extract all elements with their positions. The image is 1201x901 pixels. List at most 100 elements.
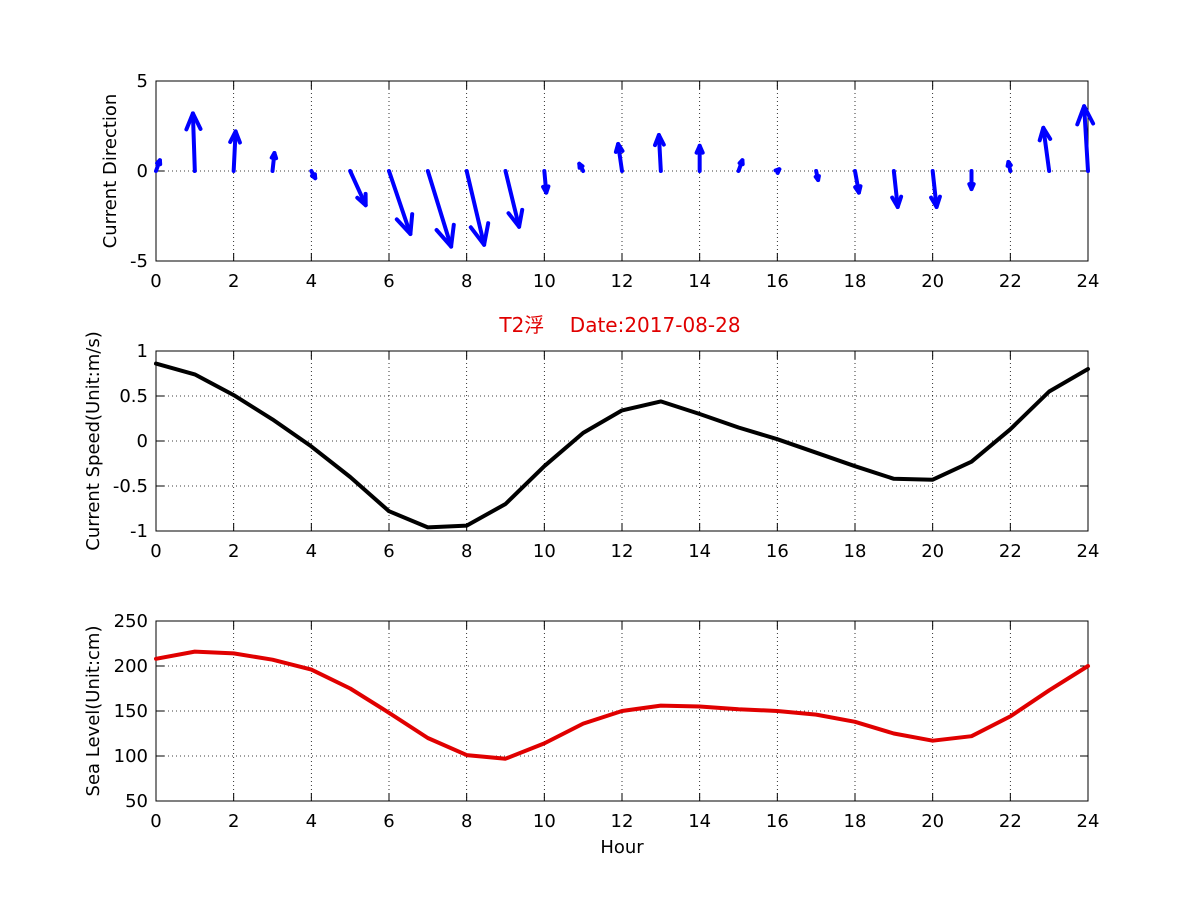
direction-arrow-head [269,151,279,161]
x-tick-label: 0 [150,541,161,562]
x-tick-label: 14 [688,811,711,832]
direction-arrow [653,133,666,173]
direction-arrow-head [653,133,666,148]
direction-arrow [309,169,318,181]
direction-arrow-shaft [1041,125,1052,173]
y-tick-label: -5 [130,251,148,272]
x-tick-label: 12 [611,541,634,562]
x-tick-label: 0 [150,271,161,292]
direction-arrow-head [853,184,863,195]
y-tick-label: 100 [114,746,148,767]
y-tick-label: 0 [137,431,148,452]
direction-arrow-shaft [190,111,197,173]
direction-arrow-shaft [387,169,413,236]
direction-arrow [541,169,551,195]
direction-arrow [1005,160,1013,173]
direction-arrow [228,129,242,173]
y-axis-label: Current Direction [100,94,121,249]
y-tick-label: -0.5 [113,476,148,497]
x-tick-label: 8 [461,541,472,562]
direction-arrow-head [773,167,782,175]
x-tick-label: 24 [1077,541,1100,562]
x-tick-label: 0 [150,811,161,832]
y-tick-label: 5 [137,71,148,92]
direction-arrow [613,142,625,173]
direction-arrow [464,169,491,247]
direction-arrow [503,169,525,229]
x-tick-label: 16 [766,271,789,292]
direction-arrow-head [541,184,551,195]
x-tick-label: 22 [999,271,1022,292]
x-tick-label: 8 [461,811,472,832]
direction-arrow-head [310,172,318,181]
x-tick-label: 16 [766,811,789,832]
x-tick-label: 6 [383,541,394,562]
direction-arrow-head [434,222,456,249]
direction-arrow-shaft [930,169,939,209]
x-tick-label: 4 [306,271,317,292]
x-tick-label: 24 [1077,271,1100,292]
x-tick-label: 10 [533,271,556,292]
direction-arrow-head [1075,104,1096,127]
x-tick-label: 14 [688,271,711,292]
direction-arrow [929,169,942,209]
direction-arrow [154,158,163,173]
x-tick-label: 12 [611,271,634,292]
x-tick-label: 22 [999,811,1022,832]
y-tick-label: -1 [130,521,148,542]
direction-arrow-shaft [348,169,368,208]
direction-arrow [736,158,745,173]
direction-arrow-head [890,194,904,209]
x-tick-label: 18 [844,271,867,292]
direction-arrow [1037,125,1053,173]
direction-arrow-head [155,158,163,167]
direction-arrow-head [506,207,525,229]
y-tick-label: 150 [114,701,148,722]
figure-title: T2浮 Date:2017-08-28 [498,313,740,337]
direction-arrow-head [577,161,585,170]
y-tick-label: 1 [137,341,148,362]
direction-arrow-shaft [425,169,454,249]
direction-arrow-head [355,191,368,208]
direction-arrow [853,169,863,195]
direction-arrow [813,169,821,182]
direction-arrow [773,167,782,175]
x-tick-label: 6 [383,811,394,832]
x-tick-label: 18 [844,811,867,832]
direction-arrow [1075,104,1096,173]
x-tick-label: 2 [228,541,239,562]
direction-arrow-shaft [1082,104,1090,173]
direction-arrow-head [737,158,745,167]
direction-arrow-shaft [656,133,663,173]
direction-arrow [694,143,705,173]
x-tick-label: 12 [611,811,634,832]
x-tick-label: 20 [921,541,944,562]
direction-arrow-head [1005,160,1013,168]
direction-arrow-shaft [464,169,487,247]
direction-arrow [348,169,368,208]
x-tick-label: 18 [844,541,867,562]
x-tick-label: 2 [228,271,239,292]
y-tick-label: 0.5 [119,386,148,407]
y-axis-label: Current Speed(Unit:m/s) [83,331,104,550]
x-tick-label: 20 [921,271,944,292]
x-tick-label: 20 [921,811,944,832]
direction-arrow-head [929,194,942,209]
x-tick-label: 16 [766,541,789,562]
y-tick-label: 250 [114,611,148,632]
x-tick-label: 4 [306,811,317,832]
direction-arrow-head [468,221,491,247]
direction-arrow-shaft [503,169,522,229]
x-axis-label: Hour [600,837,644,858]
direction-arrow [967,169,976,191]
x-tick-label: 2 [228,811,239,832]
y-axis-label: Sea Level(Unit:cm) [83,626,104,797]
direction-arrow-head [184,111,203,132]
direction-arrow-head [613,142,625,154]
x-tick-label: 10 [533,811,556,832]
direction-arrow [387,169,415,236]
